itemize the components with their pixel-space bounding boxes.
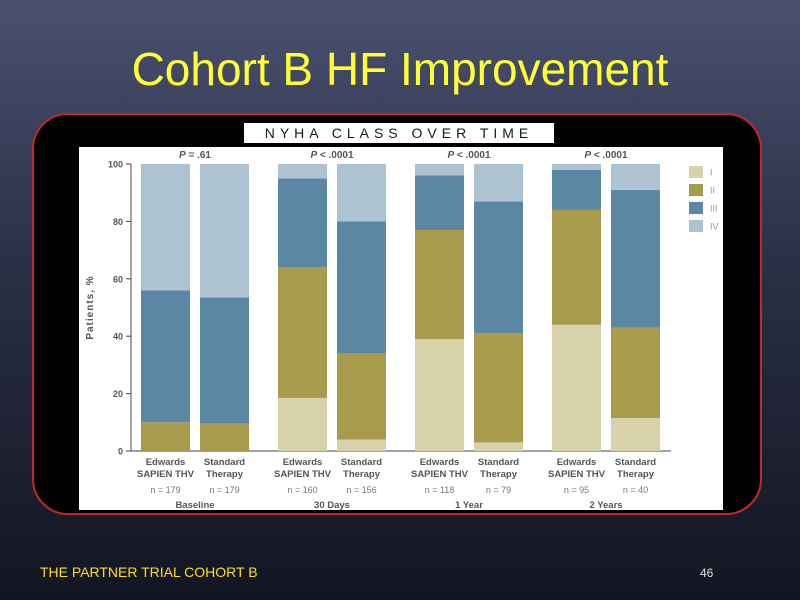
bar-n-label: n = 156	[346, 485, 376, 495]
y-tick-label: 80	[113, 217, 123, 227]
bar-segment-I	[278, 397, 327, 451]
bar-segment-III	[611, 189, 660, 328]
bar-n-label: n = 79	[486, 485, 511, 495]
bar-label-line2: Therapy	[206, 469, 244, 480]
slide-title: Cohort B HF Improvement	[131, 43, 669, 95]
bar-n-label: n = 95	[564, 485, 589, 495]
bar-segment-II	[552, 209, 601, 325]
bar-segment-II	[337, 353, 386, 440]
legend-label: IV	[710, 222, 719, 232]
bar-label-line2: SAPIEN THV	[137, 469, 195, 480]
bar-n-label: n = 40	[623, 485, 648, 495]
group-label: 30 Days	[314, 500, 350, 510]
y-tick-label: 0	[118, 447, 123, 457]
legend-swatch-III	[689, 202, 703, 214]
bar-label-line1: Standard	[204, 457, 245, 468]
bar-n-label: n = 118	[425, 485, 455, 495]
bar-label-line2: SAPIEN THV	[411, 469, 469, 480]
bar-segment-I	[611, 417, 660, 451]
bar-segment-IV	[278, 164, 327, 179]
bar-segment-IV	[141, 164, 190, 291]
y-tick-label: 40	[113, 332, 123, 342]
bar-segment-III	[552, 169, 601, 210]
bar-segment-I	[552, 324, 601, 451]
bar-label-line1: Standard	[478, 457, 519, 468]
bar-label-line1: Edwards	[420, 457, 460, 468]
bar-label-line1: Edwards	[146, 457, 186, 468]
bar-label-line1: Edwards	[283, 457, 323, 468]
legend-swatch-I	[689, 166, 703, 178]
p-value-label: P < .0001	[584, 150, 628, 161]
bar-label-line1: Standard	[341, 457, 382, 468]
bar-segment-IV	[611, 164, 660, 190]
bar-label-line1: Standard	[615, 457, 656, 468]
y-axis-label: Patients, %	[85, 275, 96, 339]
legend-swatch-IV	[689, 220, 703, 232]
bar-label-line2: Therapy	[480, 469, 518, 480]
bar-segment-IV	[415, 164, 464, 176]
bar-segment-I	[337, 439, 386, 451]
bar-segment-IV	[337, 164, 386, 222]
bar-segment-II	[200, 423, 249, 451]
group-label: 1 Year	[455, 500, 483, 510]
legend-swatch-II	[689, 184, 703, 196]
page-number: 46	[700, 566, 714, 580]
chart-area: 0 20 40 60 80 100 Patients, % P = .61 Edwards SAP…	[79, 147, 723, 511]
bar-n-label: n = 160	[287, 485, 317, 495]
bar-segment-III	[278, 178, 327, 268]
chart-title: NYHA CLASS OVER TIME	[244, 123, 554, 143]
bar-segment-IV	[200, 164, 249, 298]
p-value-label: P < .0001	[310, 150, 354, 161]
bar-label-line2: Therapy	[617, 469, 655, 480]
bar-segment-IV	[552, 164, 601, 170]
bar-segment-III	[200, 297, 249, 424]
bar-segment-II	[415, 230, 464, 340]
legend-label: II	[710, 186, 715, 196]
y-tick-label: 100	[108, 160, 123, 170]
bar-segment-II	[474, 333, 523, 443]
y-tick-label: 20	[113, 389, 123, 399]
bar-segment-II	[278, 267, 327, 398]
bar-label-line2: SAPIEN THV	[274, 469, 332, 480]
y-tick-label: 60	[113, 274, 123, 284]
bar-segment-II	[141, 422, 190, 451]
bar-n-label: n = 179	[150, 485, 180, 495]
bar-label-line2: Therapy	[343, 469, 381, 480]
p-value-label: P < .0001	[447, 150, 491, 161]
group-label: 2 Years	[589, 500, 622, 510]
bar-segment-IV	[474, 164, 523, 202]
bar-n-label: n = 179	[209, 485, 239, 495]
footer-text: THE PARTNER TRIAL COHORT B	[40, 564, 258, 580]
legend-label: I	[710, 168, 713, 178]
bar-segment-I	[415, 339, 464, 451]
bar-segment-II	[611, 327, 660, 418]
group-label: Baseline	[175, 500, 214, 510]
bar-label-line1: Edwards	[557, 457, 597, 468]
legend-label: III	[710, 204, 718, 214]
bar-segment-III	[415, 175, 464, 231]
bar-segment-III	[141, 290, 190, 423]
bar-segment-I	[474, 442, 523, 451]
bar-segment-III	[474, 201, 523, 334]
bar-label-line2: SAPIEN THV	[548, 469, 606, 480]
bar-segment-III	[337, 221, 386, 354]
p-value-label: P = .61	[179, 150, 211, 161]
